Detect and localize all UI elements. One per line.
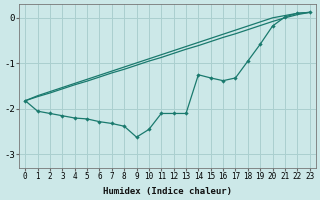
X-axis label: Humidex (Indice chaleur): Humidex (Indice chaleur)	[103, 187, 232, 196]
